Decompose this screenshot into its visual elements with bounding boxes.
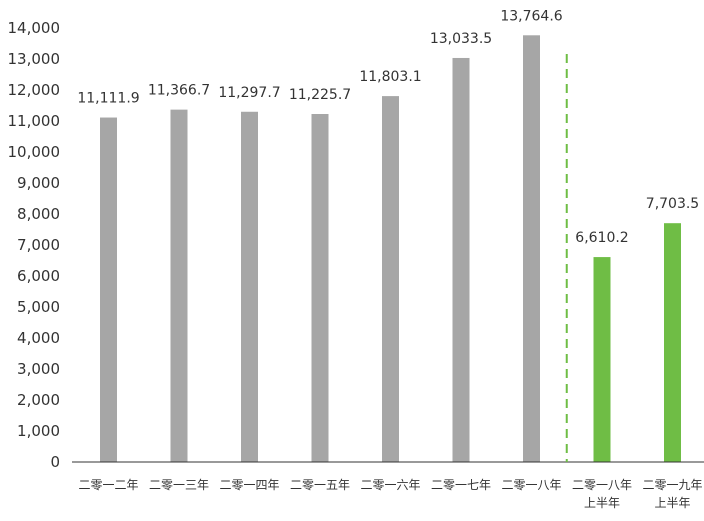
bar — [523, 35, 540, 463]
y-tick-label: 9,000 — [17, 174, 60, 192]
x-tick-label: 上半年 — [654, 496, 690, 510]
y-tick-label: 10,000 — [8, 143, 61, 161]
bar — [664, 223, 681, 462]
x-tick-label: 二零一七年 — [431, 478, 491, 492]
data-labels: 11,111.9 11,366.7 11,297.7 11,225.7 11,803.1… — [77, 8, 699, 246]
data-label: 13,033.5 — [430, 31, 492, 47]
x-tick-label: 二零一四年 — [219, 478, 279, 492]
data-label: 11,297.7 — [218, 85, 280, 101]
data-label: 6,610.2 — [575, 230, 628, 246]
data-label: 11,225.7 — [289, 87, 351, 103]
y-tick-label: 3,000 — [17, 360, 60, 378]
x-tick-label: 二零一八年 — [572, 478, 632, 492]
x-tick-label: 二零一五年 — [290, 478, 350, 492]
data-label: 7,703.5 — [646, 196, 699, 212]
y-tick-label: 2,000 — [17, 391, 60, 409]
y-tick-label: 14,000 — [8, 19, 61, 37]
y-tick-label: 0 — [50, 453, 60, 471]
y-tick-label: 7,000 — [17, 236, 60, 254]
bar — [452, 57, 470, 463]
y-axis: 0 1,000 2,000 3,000 4,000 5,000 6,000 7,000 8,00… — [8, 19, 61, 471]
y-tick-label: 4,000 — [17, 329, 60, 347]
x-tick-label: 二零一九年 — [642, 478, 702, 492]
bar — [100, 117, 117, 462]
x-tick-label: 上半年 — [584, 496, 620, 510]
data-label: 11,366.7 — [148, 83, 210, 99]
bars — [100, 35, 681, 463]
y-tick-label: 11,000 — [8, 112, 61, 130]
x-tick-label: 二零一三年 — [149, 478, 209, 492]
bar — [241, 111, 258, 462]
x-axis-labels: 二零一二年 二零一三年 二零一四年 二零一五年 二零一六年 二零一七年 二零一八年 二零一八年… — [78, 478, 702, 510]
y-tick-label: 1,000 — [17, 422, 60, 440]
x-tick-label: 二零一六年 — [360, 478, 420, 492]
data-label: 11,111.9 — [77, 91, 139, 107]
bar — [170, 109, 188, 463]
y-tick-label: 6,000 — [17, 267, 60, 285]
bar — [311, 114, 329, 463]
y-tick-label: 8,000 — [17, 205, 60, 223]
bar — [382, 96, 399, 463]
y-tick-label: 13,000 — [8, 50, 61, 68]
data-label: 13,764.6 — [500, 8, 562, 24]
data-label: 11,803.1 — [359, 69, 421, 85]
x-tick-label: 二零一二年 — [78, 478, 138, 492]
y-tick-label: 5,000 — [17, 298, 60, 316]
bar — [593, 257, 611, 462]
x-tick-label: 二零一八年 — [501, 478, 561, 492]
y-tick-label: 12,000 — [8, 81, 61, 99]
